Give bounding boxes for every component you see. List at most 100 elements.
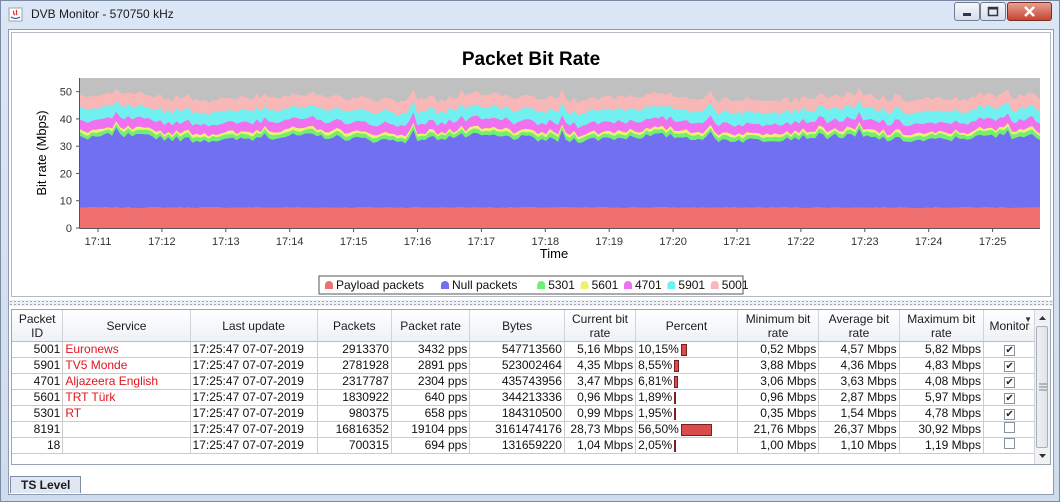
series-area-payload-packets (80, 207, 1040, 228)
minimize-button[interactable] (954, 2, 980, 21)
max-bit-rate-cell: 30,92 Mbps (899, 421, 985, 438)
pid-table-panel: Packet ID Service Last update Packets Pa… (11, 309, 1051, 465)
percent-bar (674, 375, 679, 388)
packets-cell: 1830922 (317, 389, 392, 406)
col-header-service[interactable]: Service (62, 310, 191, 342)
table-vertical-scrollbar[interactable] (1034, 310, 1050, 464)
col-header-monitor[interactable]: Monitor ▼ (983, 310, 1036, 342)
monitor-cell[interactable]: ✔ (983, 405, 1036, 422)
col-header-percent[interactable]: Percent (635, 310, 738, 342)
monitor-cell[interactable]: ✔ (983, 357, 1036, 374)
monitor-cell[interactable]: ✔ (983, 373, 1036, 390)
percent-label: 1,95% (638, 406, 673, 420)
avg-bit-rate-cell: 2,87 Mbps (818, 389, 900, 406)
monitor-checkbox[interactable]: ✔ (1004, 361, 1016, 372)
packets-cell: 2781928 (317, 357, 392, 374)
min-bit-rate-cell: 21,76 Mbps (737, 421, 820, 438)
table-row[interactable]: 8191 17:25:47 07-07-2019 16816352 19104 pps… (12, 421, 1036, 438)
col-header-current-bit-rate[interactable]: Current bit rate (564, 310, 637, 342)
packet-id-cell: 4701 (12, 373, 64, 390)
col-header-packet-rate[interactable]: Packet rate (391, 310, 471, 342)
current-bit-rate-cell: 3,47 Mbps (564, 373, 637, 390)
packet-rate-cell: 19104 pps (391, 421, 471, 438)
packet-rate-cell: 640 pps (391, 389, 471, 406)
col-header-last-update[interactable]: Last update (190, 310, 318, 342)
x-tick-label: 17:22 (787, 236, 815, 248)
percent-label: 6,81% (638, 374, 673, 388)
percent-cell: 56,50% (635, 421, 738, 438)
x-tick-label: 17:15 (340, 236, 368, 248)
max-bit-rate-cell: 1,19 Mbps (899, 437, 985, 454)
monitor-checkbox[interactable]: ✔ (1004, 393, 1016, 404)
table-row[interactable]: 4701 Aljazeera English 17:25:47 07-07-2019… (12, 373, 1036, 390)
legend-swatch (537, 281, 546, 289)
table-row[interactable]: 5601 TRT Türk 17:25:47 07-07-2019 1830922 64… (12, 389, 1036, 406)
last-update-cell: 17:25:47 07-07-2019 (190, 421, 318, 438)
chart-legend: Payload packets Null packets 5301 5601 4701 5… (318, 275, 749, 295)
monitor-cell[interactable] (983, 421, 1036, 438)
x-tick-label: 17:14 (276, 236, 304, 248)
scroll-down-arrow-icon[interactable] (1035, 449, 1050, 463)
monitor-checkbox[interactable]: ✔ (1004, 377, 1016, 388)
x-tick-label: 17:19 (595, 236, 623, 248)
table-row[interactable]: 5301 RT 17:25:47 07-07-2019 980375 658 pps 18… (12, 405, 1036, 422)
min-bit-rate-cell: 3,06 Mbps (737, 373, 820, 390)
scroll-up-arrow-icon[interactable] (1035, 311, 1050, 325)
last-update-cell: 17:25:47 07-07-2019 (190, 405, 318, 422)
current-bit-rate-cell: 4,35 Mbps (564, 357, 637, 374)
min-bit-rate-cell: 3,88 Mbps (737, 357, 820, 374)
bytes-cell: 3161474176 (469, 421, 565, 438)
monitor-checkbox[interactable]: ✔ (1004, 345, 1016, 356)
title-bar[interactable]: DVB Monitor - 570750 kHz (1, 1, 1059, 28)
monitor-checkbox[interactable] (1004, 438, 1016, 449)
legend-swatch (580, 281, 589, 289)
monitor-cell[interactable]: ✔ (983, 341, 1036, 358)
tab-bar: TS Level (10, 474, 82, 493)
col-header-minimum-bit-rate[interactable]: Minimum bit rate (737, 310, 820, 342)
last-update-cell: 17:25:47 07-07-2019 (190, 437, 318, 454)
bytes-cell: 523002464 (469, 357, 565, 374)
chart-title: Packet Bit Rate (462, 49, 600, 70)
close-icon (1024, 6, 1035, 17)
col-header-packet-id[interactable]: Packet ID (12, 310, 64, 342)
table-row[interactable]: 5001 Euronews 17:25:47 07-07-2019 2913370 34… (12, 341, 1036, 358)
scrollbar-thumb[interactable] (1036, 326, 1048, 448)
legend-swatch (710, 281, 719, 289)
monitor-checkbox[interactable]: ✔ (1004, 409, 1016, 420)
col-header-average-bit-rate[interactable]: Average bit rate (818, 310, 900, 342)
current-bit-rate-cell: 0,99 Mbps (564, 405, 637, 422)
tab-ts-level[interactable]: TS Level (10, 476, 82, 493)
close-button[interactable] (1007, 2, 1052, 21)
maximize-button[interactable] (980, 2, 1006, 21)
max-bit-rate-cell: 4,08 Mbps (899, 373, 985, 390)
window-title: DVB Monitor - 570750 kHz (31, 7, 174, 21)
table-row[interactable]: 5901 TV5 Monde 17:25:47 07-07-2019 2781928 2… (12, 357, 1036, 374)
chart-panel: Packet Bit Rate Bit rate (Mbps) Time 0 10… (11, 32, 1051, 297)
col-header-bytes[interactable]: Bytes (469, 310, 565, 342)
bytes-cell: 131659220 (469, 437, 565, 454)
table-row[interactable]: 18 17:25:47 07-07-2019 700315 694 pps 131659… (12, 437, 1036, 454)
monitor-cell[interactable] (983, 437, 1036, 454)
legend-label: Payload packets (336, 278, 424, 292)
packet-rate-cell: 2304 pps (391, 373, 471, 390)
x-tick-label: 17:13 (212, 236, 240, 248)
col-header-maximum-bit-rate[interactable]: Maximum bit rate (899, 310, 985, 342)
last-update-cell: 17:25:47 07-07-2019 (190, 389, 318, 406)
legend-box (318, 275, 744, 295)
y-tick-label: 50 (60, 87, 72, 99)
series-area-5001 (80, 87, 1040, 116)
max-bit-rate-cell: 4,83 Mbps (899, 357, 985, 374)
col-header-packets[interactable]: Packets (317, 310, 392, 342)
y-tick-label: 30 (60, 141, 72, 153)
monitor-checkbox[interactable] (1004, 422, 1016, 433)
x-tick-label: 17:25 (979, 236, 1007, 248)
percent-cell: 8,55% (635, 357, 738, 374)
percent-label: 1,89% (638, 390, 673, 404)
max-bit-rate-cell: 5,97 Mbps (899, 389, 985, 406)
monitor-cell[interactable]: ✔ (983, 389, 1036, 406)
min-bit-rate-cell: 1,00 Mbps (737, 437, 820, 454)
split-pane-divider[interactable] (9, 300, 1053, 306)
percent-bar (674, 391, 677, 404)
legend-swatch (325, 281, 333, 289)
percent-label: 10,15% (638, 342, 679, 356)
